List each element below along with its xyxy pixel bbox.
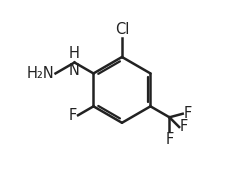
Text: Cl: Cl: [115, 22, 129, 37]
Text: F: F: [165, 132, 174, 147]
Text: N: N: [68, 63, 79, 78]
Text: F: F: [183, 106, 192, 121]
Text: H: H: [68, 46, 79, 61]
Text: F: F: [180, 119, 188, 135]
Text: F: F: [69, 108, 77, 123]
Text: H₂N: H₂N: [26, 66, 54, 81]
